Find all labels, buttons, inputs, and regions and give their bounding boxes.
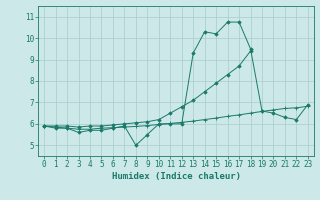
X-axis label: Humidex (Indice chaleur): Humidex (Indice chaleur) xyxy=(111,172,241,181)
